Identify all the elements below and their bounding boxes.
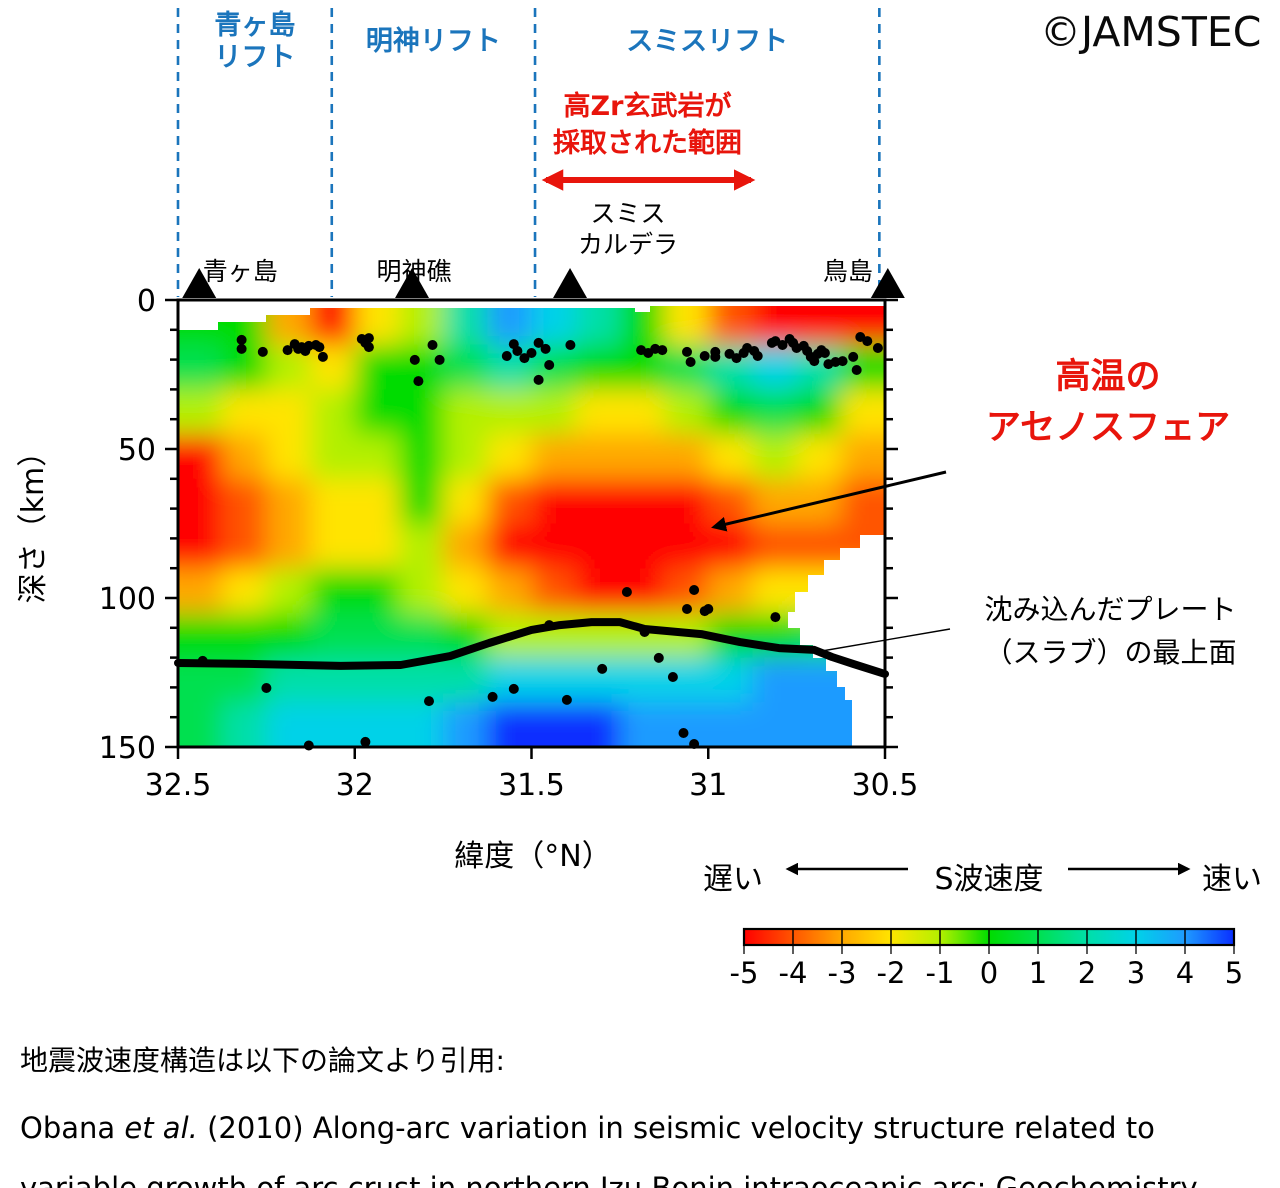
x-axis-title: 緯度（°N） <box>454 839 612 874</box>
svg-text:30.5: 30.5 <box>852 768 919 803</box>
svg-text:3: 3 <box>1127 956 1145 990</box>
asthenosphere-label: 高温の アセノスフェア <box>985 357 1231 448</box>
asthenosphere-arrow <box>711 470 947 532</box>
slab-pointer-line <box>815 628 951 653</box>
svg-text:-4: -4 <box>779 956 808 990</box>
annotation-arrows <box>711 470 1191 876</box>
sample-range-label: 高Zr玄武岩が 採取された範囲 <box>553 91 742 159</box>
svg-text:0: 0 <box>980 956 998 990</box>
svg-text:100: 100 <box>99 582 156 617</box>
y-axis-title: 深さ（km） <box>16 436 51 604</box>
svg-text:-3: -3 <box>828 956 857 990</box>
legend-slow-text: 遅い <box>703 862 763 897</box>
legend-fast-text: 速い <box>1202 862 1262 897</box>
svg-text:スミス: スミス <box>591 199 666 228</box>
svg-text:4: 4 <box>1176 956 1194 990</box>
svg-text:-5: -5 <box>730 956 759 990</box>
legend-label-text: S波速度 <box>934 862 1044 897</box>
svg-text:32: 32 <box>336 768 374 803</box>
svg-text:31: 31 <box>689 768 727 803</box>
citation-intro: 地震波速度構造は以下の論文より引用: <box>20 1044 505 1077</box>
svg-text:鳥島: 鳥島 <box>823 257 873 286</box>
svg-text:5: 5 <box>1225 956 1243 990</box>
copyright-text: ©JAMSTEC <box>1040 8 1262 56</box>
slab-top-label: 沈み込んだプレート （スラブ）の最上面 <box>984 593 1237 669</box>
earthquake-dots <box>197 332 883 751</box>
svg-text:青ヶ島: 青ヶ島 <box>214 10 295 41</box>
svg-text:32.5: 32.5 <box>145 768 212 803</box>
velocity-heatmap <box>178 300 885 747</box>
svg-text:-2: -2 <box>877 956 906 990</box>
svg-text:150: 150 <box>99 731 156 766</box>
citation-block: 地震波速度構造は以下の論文より引用: Obana et al. (2010) A… <box>20 1020 1260 1188</box>
svg-text:スミスリフト: スミスリフト <box>626 26 788 57</box>
svg-text:リフト: リフト <box>214 42 295 73</box>
svg-text:明神礁: 明神礁 <box>377 257 452 286</box>
svg-text:-1: -1 <box>926 956 955 990</box>
svg-text:青ヶ島: 青ヶ島 <box>203 257 278 286</box>
citation-line1: Obana et al. (2010) Along-arc variation … <box>20 1111 1155 1145</box>
svg-text:0: 0 <box>137 284 156 319</box>
colorbar: -5 -4 -3 -2 -1 0 1 2 3 4 5 <box>730 927 1243 990</box>
svg-text:50: 50 <box>118 433 156 468</box>
svg-text:カルデラ: カルデラ <box>578 230 678 259</box>
svg-text:1: 1 <box>1029 956 1047 990</box>
citation-line2: variable growth of arc crust in northern… <box>20 1171 1198 1188</box>
no-data-masks <box>178 300 885 746</box>
svg-text:2: 2 <box>1078 956 1096 990</box>
svg-text:31.5: 31.5 <box>498 768 565 803</box>
svg-text:明神リフト: 明神リフト <box>366 26 501 57</box>
